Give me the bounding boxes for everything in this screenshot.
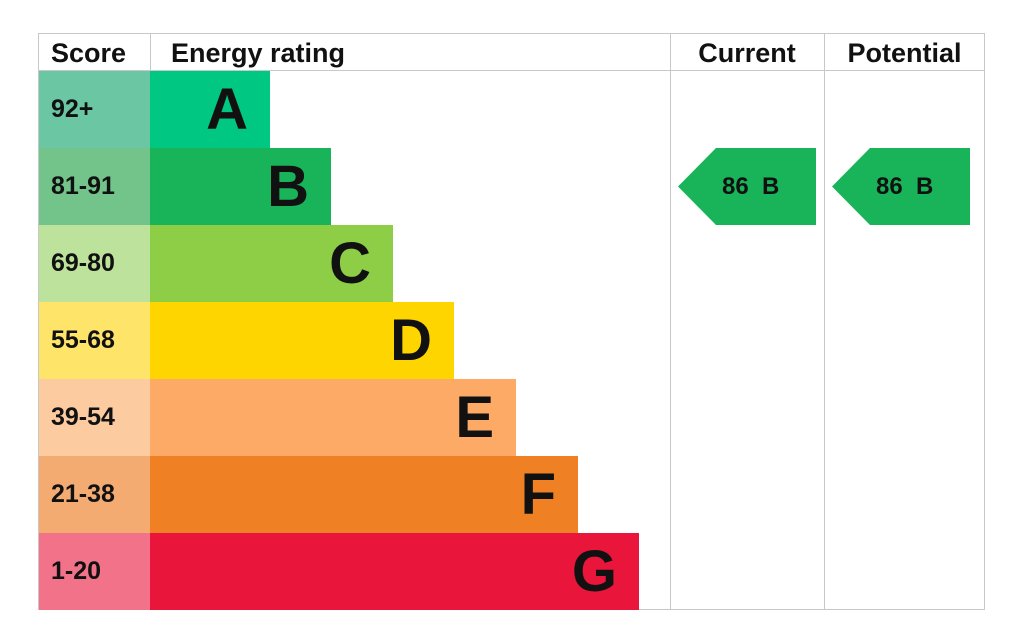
score-range: 81-91 [39, 148, 150, 225]
rating-bar: B [150, 148, 331, 225]
header-current: Current [670, 34, 824, 71]
rating-bar: F [150, 456, 578, 533]
rating-letter: B [267, 154, 309, 219]
rating-bar: D [150, 302, 454, 379]
rating-letter: E [455, 385, 494, 450]
rating-letter: C [329, 231, 371, 296]
score-range: 92+ [39, 71, 150, 148]
current-rating-arrow: 86 B [678, 148, 816, 225]
rating-bar: G [150, 533, 639, 610]
rating-bar: C [150, 225, 393, 302]
score-range: 69-80 [39, 225, 150, 302]
energy-rating-table: Score Energy rating Current Potential 92… [38, 33, 985, 610]
rating-bar: A [150, 71, 270, 148]
potential-rating-arrow: 86 B [832, 148, 970, 225]
divider [824, 34, 825, 609]
divider [670, 34, 671, 609]
rating-letter: F [520, 462, 556, 527]
header-divider [39, 34, 984, 71]
rating-letter: D [390, 308, 432, 373]
score-range: 21-38 [39, 456, 150, 533]
current-rating-label: 86 B [722, 173, 780, 200]
score-range: 39-54 [39, 379, 150, 456]
score-range: 1-20 [39, 533, 150, 610]
potential-rating-label: 86 B [876, 173, 934, 200]
score-range: 55-68 [39, 302, 150, 379]
divider [150, 34, 151, 71]
rating-bar: E [150, 379, 516, 456]
header-energy-rating: Energy rating [150, 34, 670, 71]
rating-letter: G [571, 539, 617, 604]
rating-letter: A [206, 77, 248, 142]
